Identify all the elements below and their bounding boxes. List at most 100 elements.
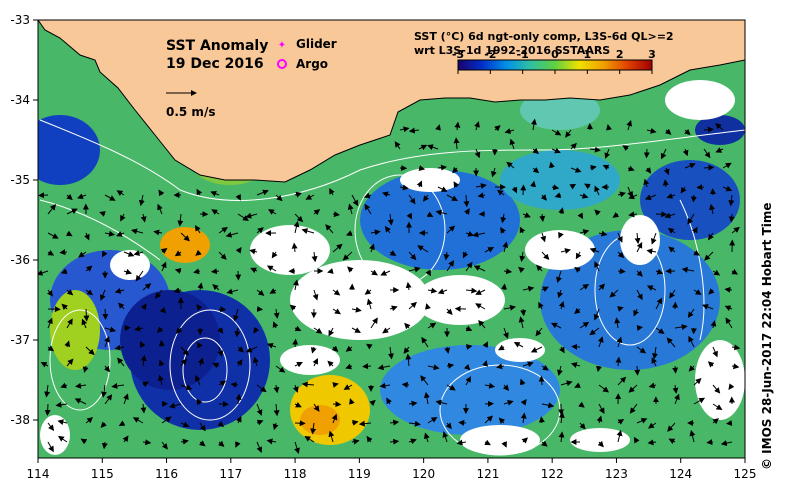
current-vector xyxy=(558,231,564,239)
current-vector xyxy=(557,365,563,376)
current-vector xyxy=(530,346,543,353)
current-vector xyxy=(504,128,515,134)
current-vector xyxy=(66,208,78,215)
product-line-2: wrt L3S-1d 1992-2016 SSTAARS xyxy=(414,44,610,57)
colorbar-tick-label: 2 xyxy=(616,48,624,61)
current-vector xyxy=(275,194,283,202)
current-vector xyxy=(235,441,241,448)
current-vector xyxy=(598,283,605,291)
current-vector xyxy=(444,346,451,354)
current-vector xyxy=(369,243,375,253)
current-vector xyxy=(401,381,410,388)
current-vector xyxy=(574,382,581,388)
current-vector xyxy=(408,251,417,261)
current-vector xyxy=(266,342,277,349)
current-vector xyxy=(237,213,249,221)
current-vector xyxy=(570,362,581,368)
current-vector xyxy=(627,165,635,172)
lon-tick-label: 118 xyxy=(284,467,307,481)
current-vector xyxy=(558,431,565,443)
current-vector xyxy=(684,162,696,169)
current-vector xyxy=(332,289,341,296)
current-vector xyxy=(64,340,71,348)
current-vector xyxy=(160,261,167,272)
current-vector xyxy=(634,232,641,245)
current-vector xyxy=(617,418,625,425)
current-vector xyxy=(405,353,412,367)
current-vector xyxy=(233,308,239,322)
current-vector xyxy=(406,212,413,220)
current-vector xyxy=(313,209,321,216)
current-vector xyxy=(652,346,658,360)
current-vector xyxy=(693,289,702,295)
current-vector xyxy=(75,382,87,389)
current-vector xyxy=(173,287,182,294)
current-vector xyxy=(158,339,165,348)
current-vector xyxy=(557,289,564,299)
current-vector xyxy=(650,232,657,245)
current-vector xyxy=(477,192,486,199)
current-vector xyxy=(416,180,423,188)
current-vector xyxy=(47,204,57,215)
current-vector xyxy=(520,412,527,424)
current-vector xyxy=(421,336,429,348)
current-vector xyxy=(289,304,297,311)
current-vector xyxy=(292,338,299,348)
current-vector xyxy=(445,422,452,430)
current-vector xyxy=(293,220,300,234)
current-vector xyxy=(446,384,456,391)
current-vector xyxy=(437,186,448,192)
current-vector xyxy=(427,322,437,329)
current-vector xyxy=(722,162,732,169)
current-vector xyxy=(503,327,509,339)
current-vector xyxy=(177,213,184,227)
current-vector xyxy=(291,242,298,253)
current-vector xyxy=(268,209,277,215)
current-vector xyxy=(65,230,73,237)
current-vector xyxy=(442,431,449,443)
current-vector xyxy=(532,167,540,174)
current-vector xyxy=(616,429,623,443)
current-vector xyxy=(370,229,381,236)
current-vector xyxy=(196,303,203,311)
current-vector xyxy=(731,226,740,234)
current-vector xyxy=(217,327,224,334)
current-vector xyxy=(628,211,638,218)
current-vector xyxy=(117,357,125,367)
current-vector xyxy=(212,362,220,369)
current-vector xyxy=(364,288,372,295)
current-vector xyxy=(454,121,461,131)
current-vector xyxy=(594,185,600,196)
current-vector xyxy=(703,126,714,133)
current-vector xyxy=(598,403,605,414)
lon-tick-label: 124 xyxy=(669,467,692,481)
current-vector xyxy=(114,344,125,351)
current-vector xyxy=(266,265,277,272)
current-vector xyxy=(551,322,562,329)
current-vector xyxy=(446,194,458,201)
current-vector xyxy=(426,211,434,217)
current-vector xyxy=(389,438,400,445)
current-vector xyxy=(617,268,626,275)
current-vector xyxy=(595,365,602,373)
current-vector xyxy=(196,398,203,406)
vector-scale-label: 0.5 m/s xyxy=(166,105,215,119)
current-vector xyxy=(294,325,302,332)
current-vector xyxy=(558,411,565,424)
current-vector xyxy=(560,248,571,254)
current-vector xyxy=(399,184,409,191)
current-vector xyxy=(644,194,657,200)
current-vector xyxy=(66,318,73,329)
current-vector xyxy=(634,365,641,376)
colorbar-tick-label: -1 xyxy=(517,48,529,61)
current-vector xyxy=(245,346,258,353)
current-vector xyxy=(655,211,668,218)
current-vector xyxy=(405,281,412,291)
current-vector xyxy=(104,230,115,237)
current-vector xyxy=(81,318,88,329)
map-title: SST Anomaly xyxy=(166,38,268,54)
current-vector xyxy=(472,231,486,238)
current-vector xyxy=(40,362,49,368)
current-vector xyxy=(726,420,733,426)
